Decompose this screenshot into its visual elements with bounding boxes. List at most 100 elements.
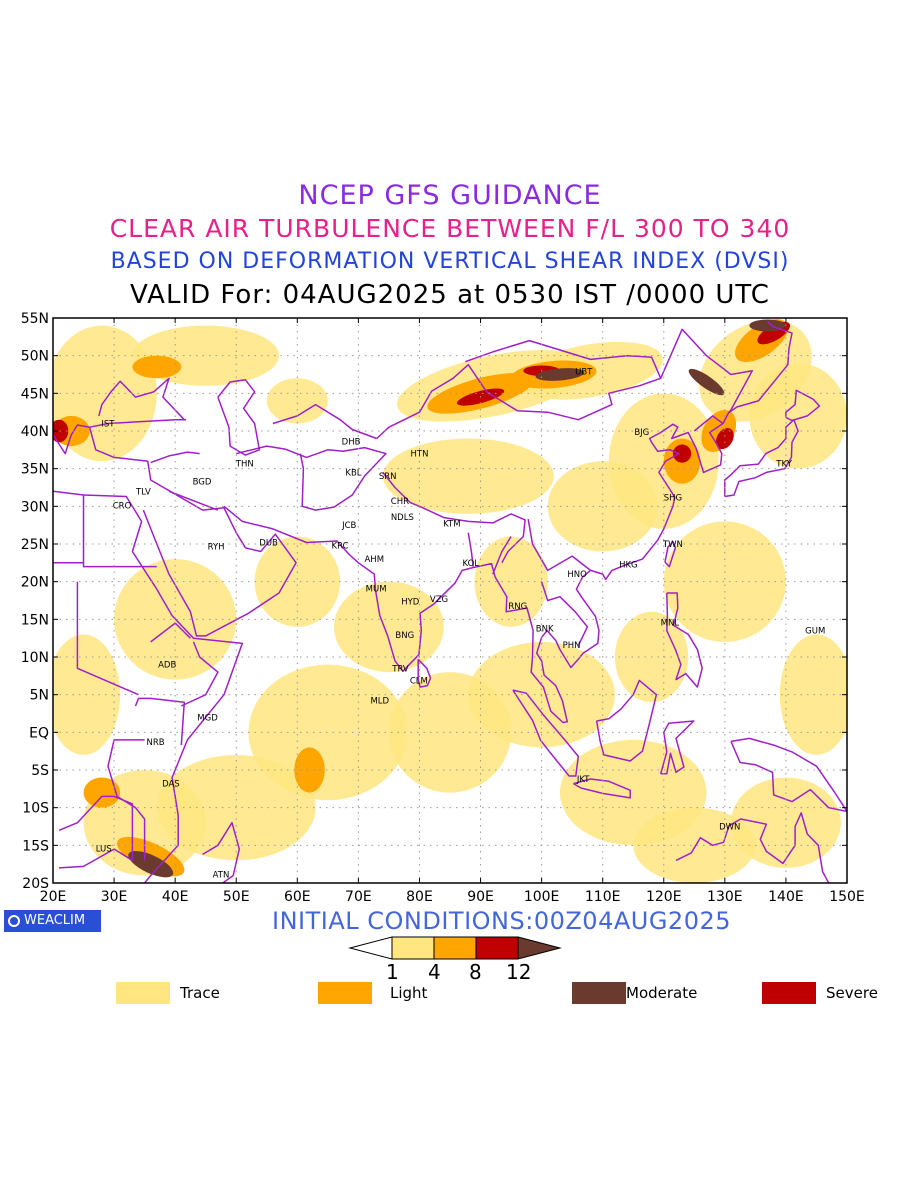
title-line-1: NCEP GFS GUIDANCE [298, 180, 602, 211]
station-shg: SHG [664, 493, 682, 503]
border-line-9 [512, 689, 580, 777]
lat-label-11: EQ [29, 725, 49, 741]
lon-label-12: 140E [768, 889, 804, 905]
lon-label-8: 100E [524, 889, 560, 905]
station-mnl: MNL [661, 618, 680, 628]
border-line-23 [540, 581, 589, 647]
lat-label-7: 20N [21, 575, 49, 591]
lon-label-4: 60E [284, 889, 311, 905]
grid-lines [53, 318, 847, 883]
map-frame [52, 317, 848, 884]
border-line-33 [134, 697, 186, 746]
turbulence-trace-19 [663, 521, 786, 642]
station-clm: CLM [410, 676, 428, 686]
border-line-27 [272, 403, 377, 440]
station-trv: TRV [391, 664, 409, 674]
border-line-25 [660, 328, 754, 414]
lon-label-0: 20E [40, 889, 67, 905]
lon-label-6: 80E [406, 889, 433, 905]
station-mgd: MGD [197, 713, 218, 723]
turbulence-trace-10 [333, 581, 444, 673]
lon-label-13: 150E [829, 889, 865, 905]
colorbar-severe [475, 936, 519, 960]
valid-time: VALID For: 04AUG2025 at 0530 IST /0000 U… [130, 280, 770, 310]
border-line-14 [202, 821, 241, 883]
title-line-2: CLEAR AIR TURBULENCE BETWEEN F/L 300 TO … [109, 214, 791, 243]
station-cro: CRO [113, 502, 132, 512]
station-atn: ATN [213, 871, 230, 881]
turbulence-trace-2 [266, 378, 328, 424]
border-line-17 [53, 424, 90, 455]
legend-label-trace: Trace [180, 984, 220, 1002]
station-hno: HNO [567, 570, 587, 580]
station-lus: LUS [96, 844, 112, 854]
title-line-3: BASED ON DEFORMATION VERTICAL SHEAR INDE… [110, 249, 790, 274]
border-line-29 [150, 451, 200, 464]
station-krc: KRC [332, 542, 349, 552]
station-jcb: JCB [341, 521, 356, 531]
station-ryh: RYH [208, 542, 225, 552]
weaclim-logo: WEACLIM [4, 910, 101, 932]
station-kol: KOL [462, 559, 479, 569]
border-line-11 [659, 720, 695, 775]
lat-label-4: 35N [21, 462, 49, 478]
border-line-8 [595, 679, 658, 762]
border-line-7 [666, 592, 703, 688]
initial-conditions: INITIAL CONDITIONS:00Z04AUG2025 [272, 907, 732, 935]
lat-label-5: 30N [21, 499, 49, 515]
border-line-0 [53, 490, 244, 883]
station-nrb: NRB [147, 738, 165, 748]
turbulence-light-5 [132, 355, 182, 379]
station-jkt: JKT [576, 775, 590, 785]
lat-label-1: 50N [21, 349, 49, 365]
station-thn: THN [235, 459, 254, 469]
turbulence-severe-3 [715, 427, 734, 450]
station-bjg: BJG [634, 428, 649, 438]
border-line-31 [82, 495, 157, 568]
turbulence-trace-24 [474, 536, 548, 627]
lon-label-5: 70E [345, 889, 372, 905]
border-line-24 [376, 339, 662, 440]
station-ist: IST [101, 419, 115, 429]
lon-label-3: 50E [223, 889, 250, 905]
border-line-15 [98, 377, 185, 421]
border-line-22 [527, 518, 591, 572]
border-line-20 [467, 532, 474, 567]
border-line-1 [88, 418, 297, 637]
turbulence-trace-7 [749, 363, 847, 469]
station-vzg: VZG [430, 595, 448, 605]
border-line-10 [573, 778, 631, 799]
border-line-34 [107, 739, 146, 861]
lon-label-7: 90E [467, 889, 494, 905]
turbulence-moderate-2 [688, 368, 725, 396]
border-line-28 [236, 445, 307, 459]
station-phn: PHN [563, 641, 581, 651]
station-ubt: UBT [575, 367, 593, 377]
lon-label-2: 40E [162, 889, 189, 905]
border-line-2 [223, 321, 793, 724]
lat-label-13: 10S [22, 801, 49, 817]
turbulence-moderate-0 [128, 850, 174, 878]
station-tlv: TLV [135, 487, 151, 497]
station-mld: MLD [370, 697, 389, 707]
station-mum: MUM [366, 584, 387, 594]
turbulence-trace-11 [248, 664, 408, 801]
border-line-21 [492, 536, 512, 575]
lon-label-9: 110E [585, 889, 621, 905]
colorbar [348, 936, 562, 960]
legend-swatch-severe [762, 982, 816, 1004]
border-line-38 [180, 641, 219, 707]
border-line-3 [417, 658, 432, 688]
lon-label-11: 130E [707, 889, 743, 905]
station-ktm: KTM [443, 520, 460, 530]
turbulence-light-4 [294, 747, 325, 793]
colorbar-tick-8: 8 [469, 960, 482, 984]
station-adb: ADB [158, 661, 176, 671]
station-htn: HTN [410, 450, 428, 460]
turbulence-moderate-1 [535, 368, 585, 381]
legend-label-light: Light [390, 984, 428, 1002]
turbulence-trace-18 [730, 777, 841, 868]
station-hyd: HYD [401, 597, 420, 607]
station-hkg: HKG [619, 560, 638, 570]
